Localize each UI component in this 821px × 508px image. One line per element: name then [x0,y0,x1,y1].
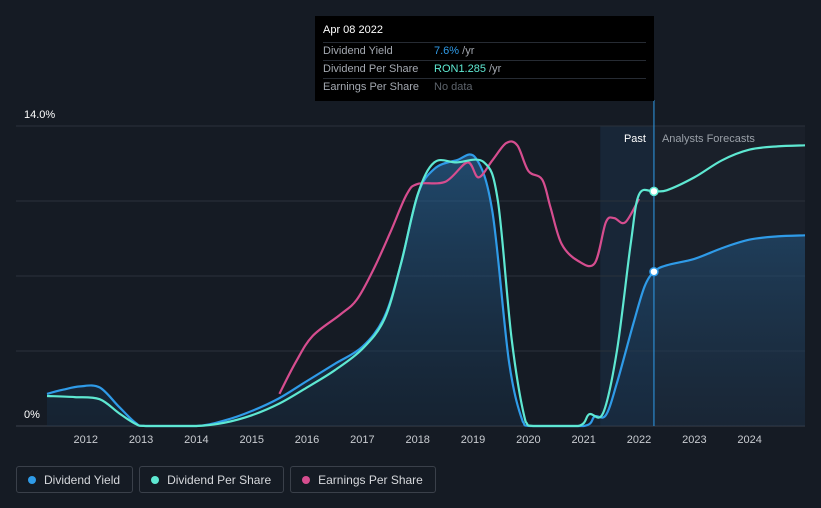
y-axis-label-top: 14.0% [24,109,55,121]
tooltip-row-dividend-per-share: Dividend Per Share RON1.285 /yr [323,60,646,78]
tooltip-value: RON1.285 [434,63,486,75]
x-tick-label: 2013 [129,434,153,446]
legend-dot-icon [302,475,311,484]
area-fills [47,154,805,426]
line-earnings-per-share [278,140,640,395]
marker-dividend-yield [649,266,659,277]
x-tick-label: 2016 [295,434,319,446]
tooltip-unit: /yr [459,45,475,57]
legend-label: Earnings Per Share [318,472,423,487]
markers [649,186,659,277]
legend: Dividend Yield Dividend Per Share Earnin… [16,466,436,493]
tooltip: Apr 08 2022 Dividend Yield 7.6% /yr Divi… [315,16,654,101]
tooltip-row-earnings-per-share: Earnings Per Share No data [323,78,646,96]
marker-dividend-per-share [649,186,659,197]
legend-dot-icon [151,475,160,484]
x-tick-label: 2020 [516,434,540,446]
x-tick-label: 2015 [239,434,263,446]
x-tick-label: 2021 [571,434,595,446]
tooltip-date: Apr 08 2022 [323,24,383,36]
area-dividend-yield [47,154,805,426]
x-tick-label: 2023 [682,434,706,446]
tooltip-unit: /yr [485,63,502,75]
tooltip-value: No data [434,81,473,93]
tooltip-value: 7.6% [434,45,460,57]
x-tick-label: 2022 [627,434,651,446]
legend-item-dividend-yield[interactable]: Dividend Yield [16,466,134,493]
legend-dot-icon [28,475,36,484]
legend-item-dividend-per-share[interactable]: Dividend Per Share [139,466,285,493]
past-label: Past [624,133,646,145]
x-tick-label: 2018 [405,434,429,446]
y-axis-label-bottom: 0% [24,409,40,421]
x-tick-label: 2024 [737,434,761,446]
legend-label: Dividend Yield [44,472,121,487]
x-tick-label: 2017 [350,434,374,446]
x-axis-ticks: 2012 2013 2014 2015 2016 2017 2018 2019 2020 2021… [73,434,761,446]
forecast-label: Analysts Forecasts [662,133,755,145]
tooltip-row-dividend-yield: Dividend Yield 7.6% /yr [323,42,646,60]
x-tick-label: 2019 [461,434,485,446]
chart-area: 2012 2013 2014 2015 2016 2017 2018 2019 2020 2021… [16,100,806,446]
tooltip-label: Dividend Yield [323,45,393,57]
tooltip-label: Dividend Per Share [323,63,419,75]
x-tick-label: 2014 [184,434,208,446]
x-tick-label: 2012 [73,434,97,446]
tooltip-label: Earnings Per Share [323,81,419,93]
legend-label: Dividend Per Share [167,472,272,487]
legend-item-earnings-per-share[interactable]: Earnings Per Share [290,466,436,493]
